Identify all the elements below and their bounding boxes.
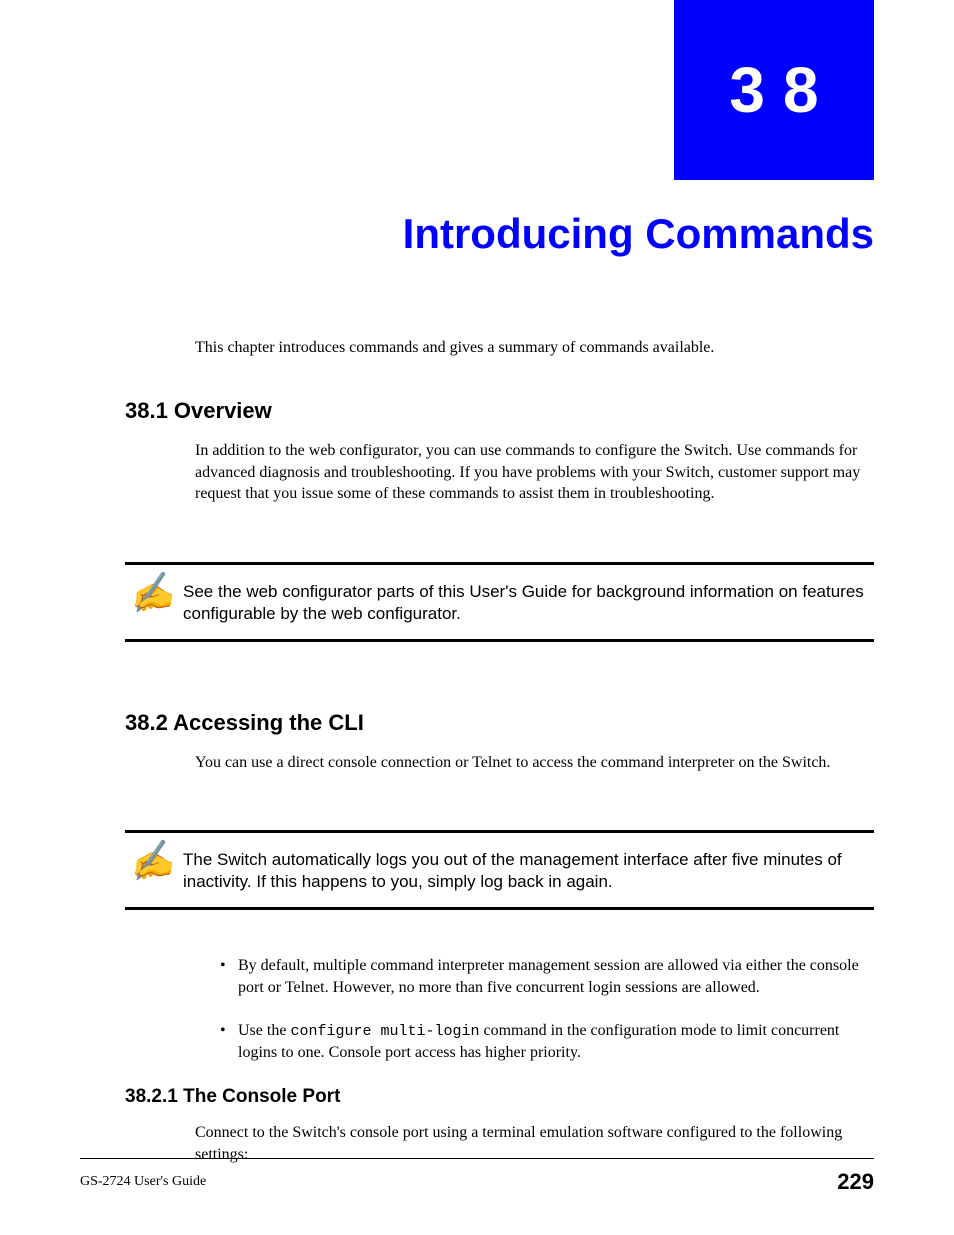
bullet-dot-icon: • [220, 955, 238, 998]
list-item: • By default, multiple command interpret… [220, 955, 874, 998]
bullet-1-text: By default, multiple command interpreter… [238, 955, 874, 998]
list-item: • Use the configure multi-login command … [220, 1020, 874, 1064]
footer-guide-name: GS-2724 User's Guide [80, 1174, 206, 1190]
overview-body: In addition to the web configurator, you… [195, 440, 874, 505]
chapter-number-box: 38 [674, 0, 874, 180]
page-footer: GS-2724 User's Guide 229 [80, 1158, 874, 1195]
chapter-number: 38 [711, 53, 836, 127]
footer-page-number: 229 [837, 1169, 874, 1195]
accessing-body: You can use a direct console connection … [195, 752, 874, 774]
bullet-dot-icon: • [220, 1020, 238, 1064]
note-icon: ✍ [123, 840, 186, 882]
chapter-intro: This chapter introduces commands and giv… [195, 338, 874, 359]
section-accessing-heading: 38.2 Accessing the CLI [125, 710, 364, 736]
note-icon: ✍ [123, 572, 186, 614]
bullet-2-text: Use the configure multi-login command in… [238, 1020, 874, 1064]
note-text-accessing: The Switch automatically logs you out of… [183, 845, 874, 893]
bullet-2-pre: Use the [238, 1022, 290, 1039]
note-box-accessing: ✍ The Switch automatically logs you out … [125, 830, 874, 910]
section-overview-heading: 38.1 Overview [125, 398, 272, 424]
bullet-2-code: configure multi-login [290, 1023, 479, 1040]
subsection-consoleport-heading: 38.2.1 The Console Port [125, 1086, 340, 1108]
chapter-title: Introducing Commands [403, 210, 874, 258]
note-text-overview: See the web configurator parts of this U… [183, 577, 874, 625]
accessing-bullet-list: • By default, multiple command interpret… [220, 955, 874, 1086]
note-box-overview: ✍ See the web configurator parts of this… [125, 562, 874, 642]
